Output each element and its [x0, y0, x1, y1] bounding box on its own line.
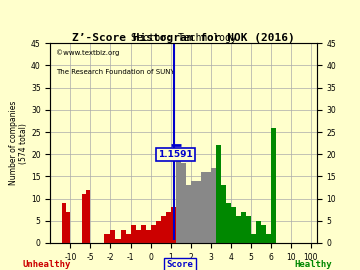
Bar: [166, 212, 171, 243]
Text: Unhealthy: Unhealthy: [23, 260, 71, 269]
Bar: [171, 207, 176, 243]
Bar: [206, 172, 211, 243]
Bar: [135, 230, 140, 243]
Text: 1.1591: 1.1591: [158, 150, 193, 159]
Bar: [150, 225, 156, 243]
Bar: [190, 181, 195, 243]
Bar: [156, 221, 161, 243]
Bar: [261, 225, 266, 243]
Text: Healthy: Healthy: [294, 260, 332, 269]
Y-axis label: Number of companies
(574 total): Number of companies (574 total): [9, 101, 28, 185]
Bar: [216, 145, 221, 243]
Bar: [161, 216, 166, 243]
Text: ©www.textbiz.org: ©www.textbiz.org: [56, 49, 119, 56]
Bar: [176, 150, 181, 243]
Bar: [116, 239, 121, 243]
Bar: [266, 234, 271, 243]
Bar: [111, 230, 116, 243]
Bar: [241, 212, 246, 243]
Bar: [181, 163, 186, 243]
Bar: [140, 225, 145, 243]
Bar: [221, 185, 226, 243]
Bar: [256, 221, 261, 243]
Bar: [82, 194, 86, 243]
Bar: [271, 127, 276, 243]
Bar: [201, 172, 206, 243]
Bar: [226, 203, 231, 243]
Bar: [104, 234, 107, 243]
Bar: [231, 207, 236, 243]
Bar: [251, 234, 256, 243]
Bar: [186, 185, 190, 243]
Bar: [62, 203, 67, 243]
Text: The Research Foundation of SUNY: The Research Foundation of SUNY: [56, 69, 175, 75]
Bar: [236, 216, 241, 243]
Bar: [67, 212, 71, 243]
Bar: [86, 190, 90, 243]
Text: Sector: Technology: Sector: Technology: [131, 33, 237, 43]
Text: Score: Score: [167, 260, 193, 269]
Bar: [195, 181, 201, 243]
Bar: [126, 234, 131, 243]
Bar: [246, 216, 251, 243]
Bar: [107, 234, 111, 243]
Title: Z’-Score Histogram for NOK (2016): Z’-Score Histogram for NOK (2016): [72, 33, 295, 43]
Bar: [211, 167, 216, 243]
Bar: [131, 225, 135, 243]
Bar: [121, 230, 126, 243]
Bar: [145, 230, 150, 243]
